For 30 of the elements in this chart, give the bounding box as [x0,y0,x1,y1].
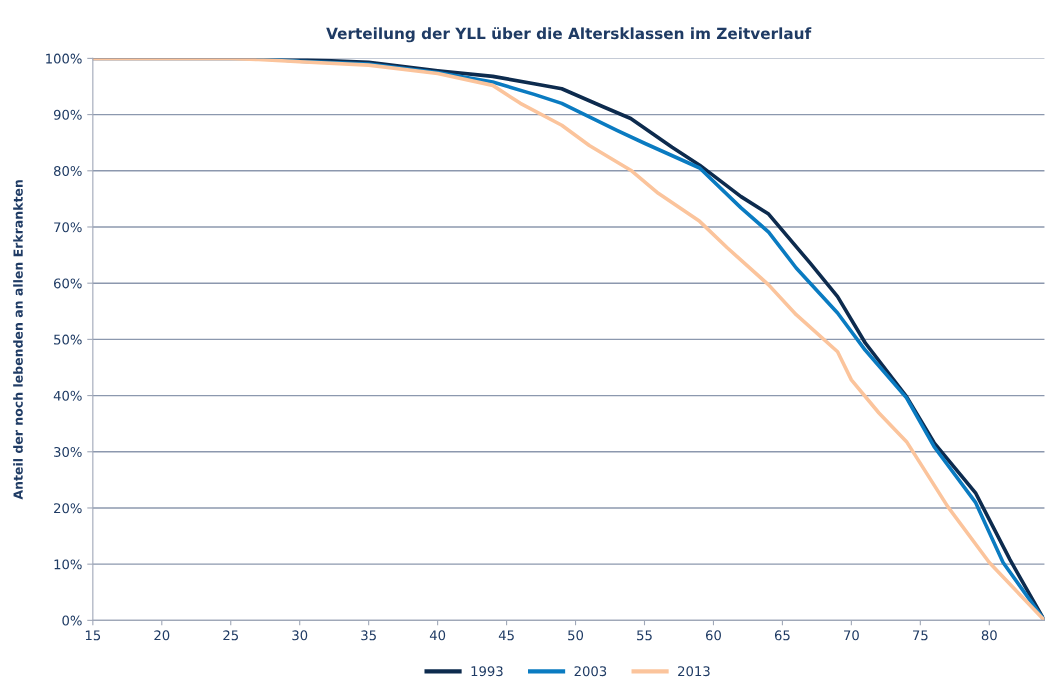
legend-label: 1993 [471,666,503,677]
legend-label: 2013 [678,666,710,677]
x-tick-label: 35 [361,630,376,641]
y-tick-label: 80% [53,166,82,176]
y-tick-label: 40% [53,390,82,401]
legend-label: 2003 [574,666,607,677]
x-tick-label: 30 [292,630,308,641]
y-tick-label: 70% [54,222,82,233]
x-tick-label: 75 [913,630,928,641]
y-tick-label: 20% [54,503,82,514]
y-tick-label: 90% [53,109,82,120]
y-axis-title: Anteil der noch lebenden an allen Erkrankten [13,180,23,500]
x-tick-label: 65 [774,630,790,641]
y-tick-label: 0% [62,615,82,626]
x-tick-label: 45 [498,630,514,641]
x-tick-label: 50 [568,630,584,641]
y-tick-label: 10% [54,559,82,570]
x-tick-label: 60 [705,630,721,641]
y-tick-label: 30% [54,446,82,457]
y-tick-label: 60% [54,278,82,289]
chart-title: Verteilung der YLL über die Altersklassen im Zeitverlauf [326,27,812,43]
x-tick-label: 80 [981,630,997,641]
x-tick-label: 55 [637,630,652,641]
x-tick-label: 20 [154,630,170,641]
x-tick-label: 40 [429,630,446,641]
x-tick-label: 70 [844,630,859,641]
y-tick-label: 50% [54,334,82,345]
y-tick-label: 100% [46,53,82,64]
x-tick-label: 15 [85,630,101,641]
x-tick-label: 25 [223,630,238,641]
